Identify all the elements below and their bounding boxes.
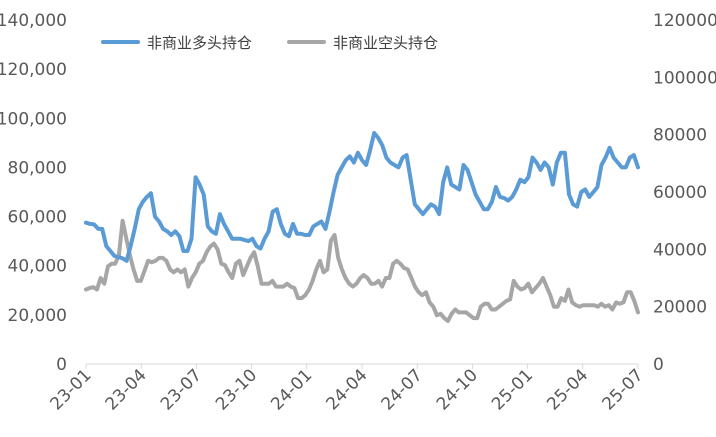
left-tick-label: 40,000 — [8, 257, 67, 277]
x-tick-label: 23-04 — [102, 365, 151, 414]
right-tick-label: 40000 — [653, 240, 707, 260]
right-tick-label: 120000 — [653, 11, 716, 31]
left-tick-label: 120,000 — [0, 60, 67, 80]
left-tick-label: 0 — [56, 355, 67, 375]
series-line-short — [84, 218, 640, 323]
x-tick-label: 25-07 — [598, 365, 647, 414]
x-tick-label: 23-01 — [46, 365, 95, 414]
right-axis-ticks: 0 20000 40000 60000 80000 100000 120000 — [653, 11, 716, 375]
right-tick-label: 0 — [653, 355, 664, 375]
left-axis-ticks: 0 20,000 40,000 60,000 80,000 100,000 120,000 1… — [0, 11, 67, 375]
legend-label-short: 非商业空头持仓 — [333, 34, 438, 52]
right-tick-label: 20000 — [653, 298, 707, 318]
left-tick-label: 20,000 — [8, 306, 67, 326]
legend-label-long: 非商业多头持仓 — [147, 34, 252, 52]
x-tick-label: 25-01 — [488, 365, 537, 414]
left-tick-label: 80,000 — [8, 158, 67, 178]
series-lines — [84, 131, 640, 323]
x-tick-label: 24-10 — [433, 365, 482, 414]
left-tick-label: 60,000 — [8, 208, 67, 228]
x-tick-label: 24-04 — [322, 365, 371, 414]
left-tick-label: 100,000 — [0, 109, 67, 129]
legend: 非商业多头持仓 非商业空头持仓 — [101, 34, 438, 52]
x-tick-label: 24-01 — [267, 365, 316, 414]
right-tick-label: 100000 — [653, 68, 716, 88]
x-tick-label: 23-10 — [212, 365, 261, 414]
series-line-long — [84, 131, 640, 263]
x-tick-label: 23-07 — [157, 365, 206, 414]
right-tick-label: 60000 — [653, 183, 707, 203]
left-tick-label: 140,000 — [0, 11, 67, 31]
x-tick-label: 25-04 — [543, 365, 592, 414]
right-tick-label: 80000 — [653, 126, 707, 146]
x-tick-label: 24-07 — [378, 365, 427, 414]
x-axis-ticks: 23-01 23-04 23-07 23-10 24-01 24-04 24-07 24-10… — [46, 364, 648, 414]
